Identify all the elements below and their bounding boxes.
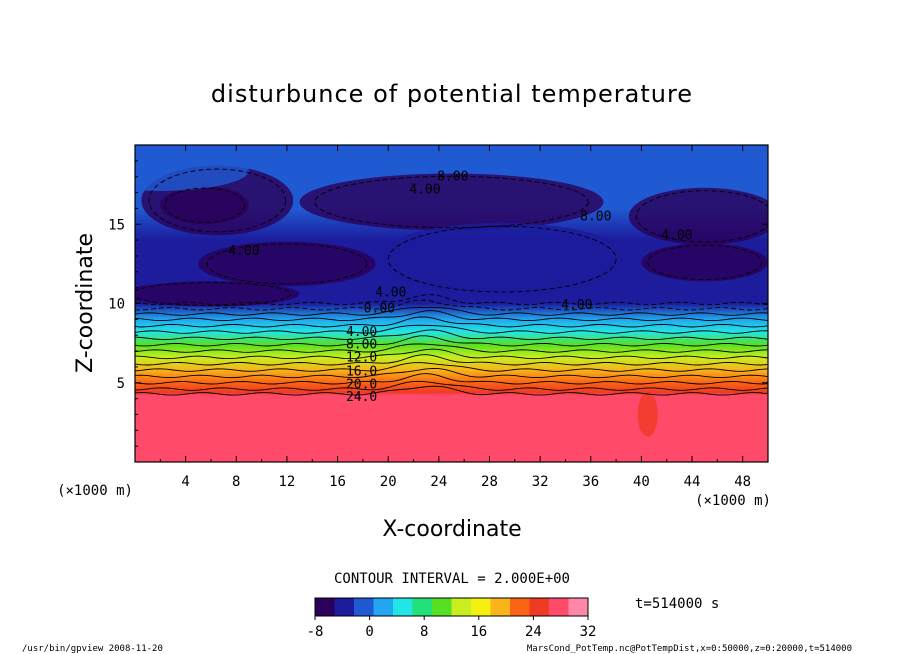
contour-line [135,294,768,306]
contour-label: 4.00 [346,325,377,340]
x-tick-label: 40 [633,474,650,490]
x-tick-label: 16 [329,474,346,490]
colorbar-tick-label: 0 [365,624,373,640]
contour-line [135,362,768,372]
contour-line [135,335,768,347]
contour-line [135,348,768,360]
contour-label: 0.00 [364,301,395,316]
chart-title: disturbunce of potential temperature [211,80,693,108]
field-feature [135,281,300,307]
contour-label: 4.00 [409,182,440,197]
contour-label: 20.0 [346,377,377,392]
contour-lines [135,168,768,396]
contour-label: 16.0 [346,365,377,380]
contour-line [135,329,768,341]
x-tick-label: 4 [181,474,189,490]
field-feature [641,243,768,282]
field-feature [637,392,658,437]
contour-line [135,299,768,311]
y-axis: 5 10 15 [108,160,768,447]
contour-labels: 4.008.008.004.004.004.000.00 4.004.008.00… [228,170,692,405]
contour-label: 12.0 [346,350,377,365]
field-feature [299,173,604,231]
contour-line [135,282,292,306]
field-feature [160,186,249,225]
field-feature [628,187,768,245]
colorbar-tick-label: 24 [525,624,542,640]
contour-line [135,316,768,328]
contour-line [387,225,617,293]
colorbar-ticks: -8 0 8 16 24 32 [307,616,597,640]
x-tick-label: 32 [532,474,549,490]
colorbar [314,597,589,617]
contour-label: 4.00 [561,298,592,313]
contour-line [135,324,768,334]
colorbar-tick-label: 16 [470,624,487,640]
y-tick-label: 15 [108,217,125,233]
contour-line [135,380,768,391]
footer-right: MarsCond_PotTemp.nc@PotTempDist,x=0:5000… [527,644,852,654]
contour-line [135,385,768,396]
field-feature [135,149,249,191]
contour-label: 4.00 [375,285,406,300]
y-axis-label: Z-coordinate [73,233,98,373]
colorbar-tick-label: 8 [420,624,428,640]
contour-label: 8.00 [346,338,377,353]
x-tick-label: 20 [380,474,397,490]
contour-label: 8.00 [437,170,468,185]
x-tick-label: 24 [430,474,447,490]
time-label: t=514000 s [635,596,719,612]
colorbar-tick-label: -8 [307,624,324,640]
contour-line [647,244,763,280]
x-tick-label: 8 [232,474,240,490]
y-tick-label: 10 [108,297,125,313]
x-unit-right: (×1000 m) [695,493,771,509]
contour-label: 8.00 [580,209,611,224]
x-axis-label: X-coordinate [382,517,521,542]
contour-line [135,367,768,379]
contour-label: 4.00 [661,228,692,243]
field-feature [375,222,629,296]
x-tick-label: 28 [481,474,498,490]
contour-line [135,343,768,353]
contour-label: 24.0 [346,390,377,405]
x-unit-left: (×1000 m) [57,483,133,499]
contour-label: 4.00 [228,244,259,259]
colorbar-tick-label: 32 [580,624,597,640]
x-tick-label: 36 [582,474,599,490]
contour-line [164,187,245,223]
contour-line [148,168,287,233]
footer-left: /usr/bin/gpview 2008-11-20 [22,644,163,654]
y-tick-label: 5 [117,376,125,392]
x-tick-label: 48 [734,474,751,490]
x-tick-label: 12 [278,474,295,490]
contour-interval-text: CONTOUR INTERVAL = 2.000E+00 [334,571,570,587]
contour-line [135,354,768,366]
field-feature [198,241,376,287]
x-tick-label: 44 [684,474,701,490]
x-axis: 4 8 12 16 20 24 28 32 36 40 44 48 [159,145,751,490]
contour-line [135,310,768,322]
contour-line [206,243,368,285]
contour-line [314,175,589,229]
plot-area: 4.008.008.004.004.004.000.00 4.004.008.00… [135,145,768,462]
contour-line [135,306,768,316]
contour-line [135,373,768,385]
contour-line [635,190,768,243]
